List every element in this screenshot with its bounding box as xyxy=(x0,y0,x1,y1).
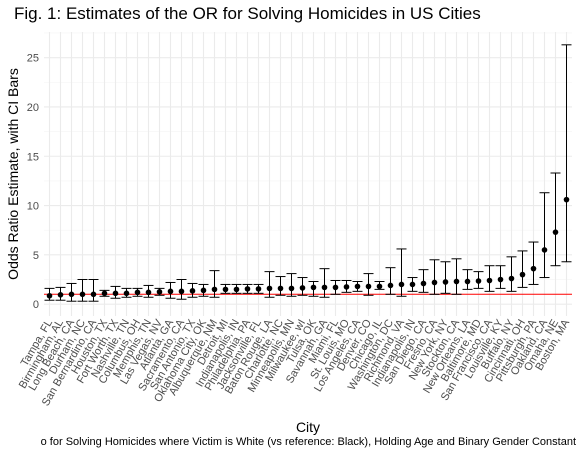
estimate-point xyxy=(101,290,108,297)
ci-bar xyxy=(561,44,572,263)
estimate-point xyxy=(475,278,482,284)
estimate-point xyxy=(288,285,295,292)
ci-bar xyxy=(429,259,440,295)
estimate-point xyxy=(57,291,64,298)
y-tick-label: 15 xyxy=(27,151,39,163)
estimate-point xyxy=(310,284,317,291)
chart-title: Fig. 1: Estimates of the OR for Solving … xyxy=(14,4,481,23)
ci-bar xyxy=(319,268,330,298)
y-tick-label: 25 xyxy=(27,53,39,65)
estimate-point xyxy=(321,284,328,291)
estimate-points xyxy=(46,196,570,299)
ci-bar xyxy=(396,248,407,297)
estimate-point xyxy=(332,284,339,291)
ci-bar xyxy=(539,192,550,279)
estimate-point xyxy=(552,229,559,235)
estimate-point xyxy=(222,286,229,293)
estimate-point xyxy=(486,277,493,284)
y-tick-label: 5 xyxy=(33,250,39,262)
estimate-point xyxy=(376,283,383,290)
estimate-point xyxy=(211,286,218,293)
estimate-point xyxy=(156,289,163,295)
estimate-point xyxy=(453,278,460,285)
ci-bar xyxy=(528,241,539,285)
estimate-point xyxy=(123,290,130,297)
estimate-point xyxy=(442,279,449,285)
estimate-point xyxy=(244,286,251,292)
ci-bar xyxy=(286,273,297,297)
estimate-point xyxy=(387,282,394,289)
estimate-point xyxy=(189,288,196,294)
estimate-point xyxy=(299,285,306,291)
ci-bar xyxy=(517,250,528,288)
ci-bar xyxy=(264,271,275,298)
ci-bar xyxy=(385,267,396,295)
estimate-point xyxy=(541,247,548,253)
ci-bars xyxy=(44,44,572,302)
y-tick-label: 10 xyxy=(27,201,39,213)
ci-bar xyxy=(88,279,99,302)
estimate-point xyxy=(68,291,75,298)
y-axis-title: Odds Ratio Estimate, with CI Bars xyxy=(5,68,21,280)
estimate-point xyxy=(530,265,537,272)
y-tick-label: 0 xyxy=(33,299,39,311)
ci-bar xyxy=(506,256,517,292)
estimate-point xyxy=(167,288,174,295)
estimate-point xyxy=(277,285,284,292)
ci-bar xyxy=(451,258,462,295)
grid-lines xyxy=(44,32,572,316)
estimate-point xyxy=(112,290,119,297)
ci-bar xyxy=(209,270,220,298)
estimate-point xyxy=(431,279,438,286)
estimate-point xyxy=(255,286,262,292)
estimate-point xyxy=(519,271,526,278)
estimate-point xyxy=(420,280,427,287)
estimate-point xyxy=(178,288,185,295)
y-tick-label: 20 xyxy=(27,102,39,114)
ci-bar xyxy=(550,172,561,267)
estimate-point xyxy=(343,284,350,290)
estimate-point xyxy=(508,275,515,282)
estimate-point xyxy=(46,292,53,299)
estimate-point xyxy=(464,278,471,285)
estimate-point xyxy=(90,291,97,298)
x-axis-title: City xyxy=(296,419,320,435)
figure-caption: o for Solving Homicides where Victim is … xyxy=(40,436,576,448)
estimate-point xyxy=(409,281,416,288)
estimate-point xyxy=(563,196,570,203)
estimate-point xyxy=(233,286,240,293)
ci-bar xyxy=(440,261,451,294)
estimate-point xyxy=(354,283,361,290)
estimate-point xyxy=(200,287,207,294)
estimate-point xyxy=(145,289,152,296)
y-tick-labels: 0 5 10 15 20 25 xyxy=(27,53,39,312)
estimate-point xyxy=(134,289,141,296)
estimate-point xyxy=(398,281,405,288)
estimate-point xyxy=(79,291,86,298)
plot-panel xyxy=(44,32,572,316)
estimate-point xyxy=(266,285,273,292)
estimate-point xyxy=(497,276,504,283)
estimate-point xyxy=(365,283,372,290)
ci-bar xyxy=(77,279,88,302)
